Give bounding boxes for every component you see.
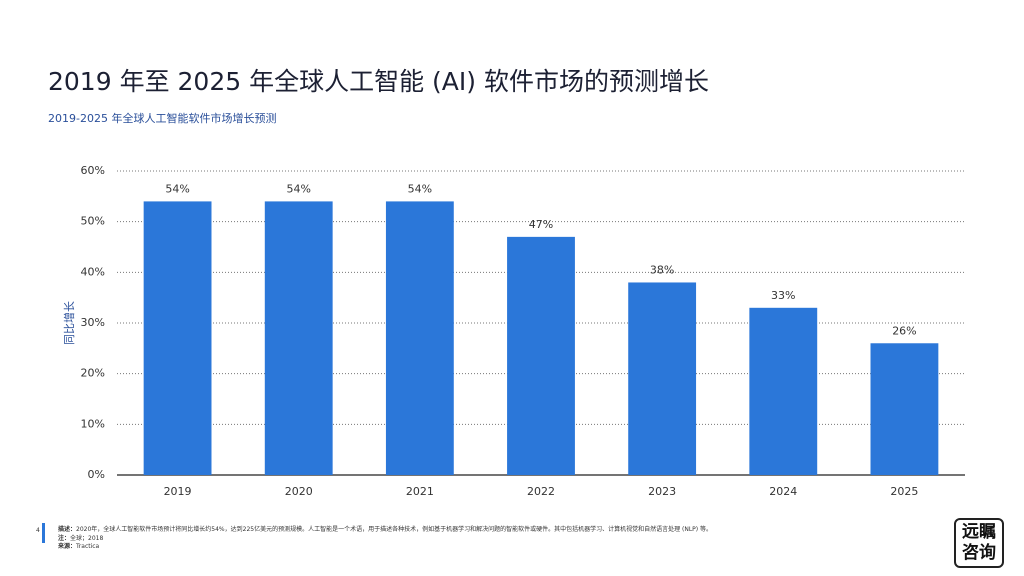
note: 描述：2020年，全球人工智能软件市场预计将同比增长约54%，达到225亿美元的…: [58, 526, 712, 535]
bar: [870, 343, 939, 475]
value-label: 54%: [286, 182, 310, 195]
bar: [628, 282, 697, 475]
bar: [507, 236, 575, 475]
value-label: 54%: [165, 182, 189, 195]
logo-line: 咨询: [962, 543, 996, 563]
note-text: 全球；2018: [70, 534, 104, 542]
y-tick-label: 50%: [81, 215, 105, 228]
bar: [264, 201, 333, 475]
y-tick-label: 20%: [81, 367, 105, 380]
note-text: Tractica: [76, 543, 100, 550]
title: 2019 年至 2025 年全球人工智能 (AI) 软件市场的预测增长: [48, 67, 709, 96]
logo-line: 远瞩: [962, 522, 996, 542]
page-number: 4: [36, 527, 40, 534]
notes: 描述：2020年，全球人工智能软件市场预计将同比增长约54%，达到225亿美元的…: [58, 526, 712, 552]
bar: [749, 307, 818, 475]
value-label: 26%: [892, 324, 916, 337]
bar: [143, 201, 212, 475]
y-tick-label: 60%: [81, 164, 105, 177]
x-tick-label: 2024: [769, 485, 797, 498]
value-label: 54%: [408, 182, 432, 195]
x-tick-label: 2022: [527, 485, 555, 498]
x-tick-label: 2019: [164, 485, 192, 498]
note: 注：全球；2018: [58, 535, 712, 544]
note-label: 来源：: [58, 543, 77, 550]
page-marker: [42, 523, 45, 543]
note-label: 描述：: [58, 526, 77, 533]
note-label: 注：: [58, 534, 71, 542]
x-tick-label: 2021: [406, 485, 434, 498]
y-tick-label: 30%: [81, 316, 105, 329]
y-tick-label: 0%: [88, 468, 105, 481]
value-label: 47%: [529, 218, 553, 231]
y-tick-label: 10%: [81, 417, 105, 430]
value-label: 38%: [650, 263, 674, 276]
x-tick-label: 2025: [890, 485, 918, 498]
value-label: 33%: [771, 289, 795, 302]
x-tick-label: 2023: [648, 485, 676, 498]
y-tick-label: 40%: [81, 265, 105, 278]
subtitle: 2019-2025 年全球人工智能软件市场增长预测: [48, 112, 277, 125]
x-tick-label: 2020: [285, 485, 313, 498]
note: 来源：Tractica: [58, 543, 712, 552]
logo: 远瞩 咨询: [954, 518, 1004, 568]
y-axis-label: 同比增长: [62, 301, 76, 345]
note-text: 2020年，全球人工智能软件市场预计将同比增长约54%，达到225亿美元的预测规…: [76, 526, 713, 533]
bar: [385, 201, 454, 475]
